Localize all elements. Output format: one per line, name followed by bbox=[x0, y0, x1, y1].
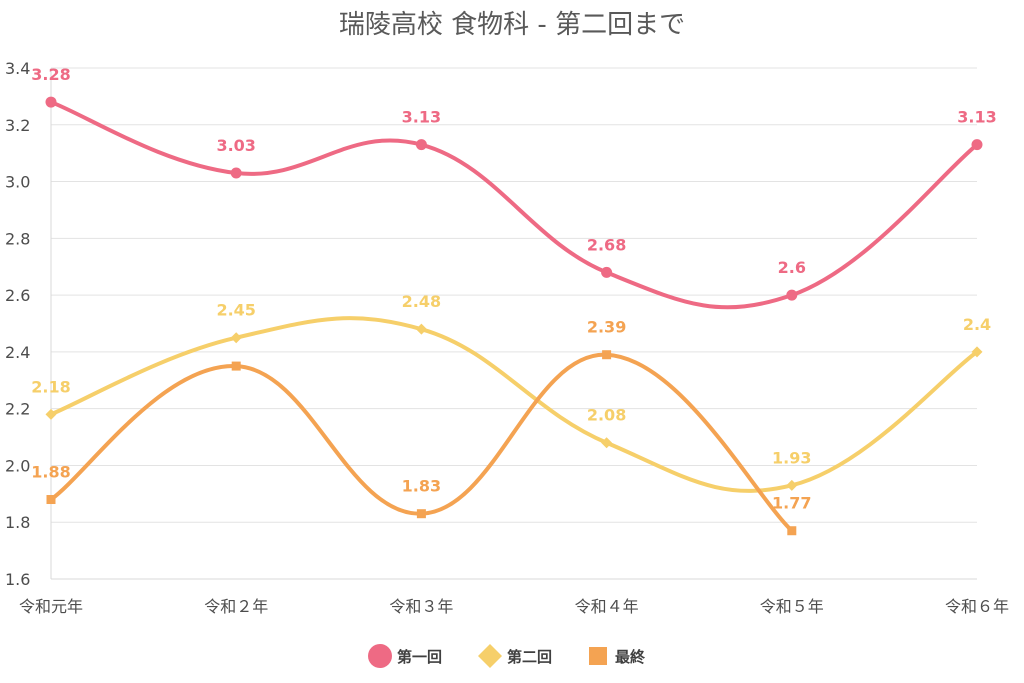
x-tick-label: 令和５年 bbox=[760, 597, 824, 616]
series-line-3 bbox=[49, 352, 794, 533]
y-tick-label: 3.0 bbox=[5, 173, 30, 192]
data-point-marker bbox=[45, 96, 57, 108]
y-tick-label: 2.6 bbox=[5, 286, 30, 305]
data-label: 1.83 bbox=[402, 477, 441, 496]
y-tick-label: 2.4 bbox=[5, 343, 30, 362]
data-label: 2.08 bbox=[587, 406, 626, 425]
data-point-marker bbox=[601, 437, 613, 449]
data-label: 2.68 bbox=[587, 235, 626, 254]
data-point-marker bbox=[786, 479, 798, 491]
data-label: 2.4 bbox=[963, 315, 991, 334]
data-point-marker bbox=[971, 346, 983, 358]
x-tick-label: 令和元年 bbox=[19, 597, 83, 616]
legend-item: 第二回 bbox=[478, 644, 552, 668]
y-tick-label: 2.0 bbox=[5, 456, 30, 475]
data-label: 2.18 bbox=[31, 377, 70, 396]
data-point-marker bbox=[45, 408, 57, 420]
data-point-marker bbox=[230, 167, 242, 179]
data-label: 1.88 bbox=[31, 463, 70, 482]
x-tick-label: 令和４年 bbox=[575, 597, 639, 616]
data-point-marker bbox=[231, 361, 241, 371]
x-tick-label: 令和６年 bbox=[945, 597, 1009, 616]
y-tick-label: 3.2 bbox=[5, 116, 30, 135]
series-line-1 bbox=[49, 100, 979, 310]
legend-label: 最終 bbox=[615, 648, 646, 666]
data-point-marker bbox=[415, 323, 427, 335]
legend-item: 第一回 bbox=[368, 644, 442, 668]
data-label: 1.77 bbox=[772, 494, 811, 513]
y-tick-label: 1.6 bbox=[5, 570, 30, 589]
chart-title: 瑞陵高校 食物科 - 第二回まで bbox=[339, 10, 685, 40]
data-label: 2.39 bbox=[587, 318, 626, 337]
x-tick-label: 令和３年 bbox=[389, 597, 453, 616]
data-point-marker bbox=[601, 266, 613, 278]
data-point-marker bbox=[602, 350, 612, 360]
legend-item: 最終 bbox=[589, 647, 646, 666]
legend-label: 第二回 bbox=[507, 648, 552, 666]
data-label: 3.13 bbox=[957, 108, 996, 127]
y-tick-label: 1.8 bbox=[5, 513, 30, 532]
legend-label: 第一回 bbox=[397, 648, 442, 666]
legend-marker-circle bbox=[368, 644, 392, 668]
x-tick-label: 令和２年 bbox=[204, 597, 268, 616]
data-point-marker bbox=[786, 289, 798, 301]
data-point-marker bbox=[415, 139, 427, 151]
data-label: 1.93 bbox=[772, 448, 811, 467]
data-label: 3.03 bbox=[216, 136, 255, 155]
data-label: 3.13 bbox=[402, 108, 441, 127]
data-point-marker bbox=[787, 526, 797, 536]
y-tick-label: 2.8 bbox=[5, 229, 30, 248]
legend-marker-diamond bbox=[478, 644, 502, 668]
data-point-marker bbox=[46, 495, 56, 505]
data-point-marker bbox=[230, 332, 242, 344]
y-tick-label: 3.4 bbox=[5, 59, 30, 78]
data-label: 2.6 bbox=[778, 258, 806, 277]
y-tick-label: 2.2 bbox=[5, 400, 30, 419]
series-line-2 bbox=[49, 316, 979, 493]
data-label: 2.48 bbox=[402, 292, 441, 311]
data-point-marker bbox=[416, 509, 426, 519]
data-label: 2.45 bbox=[216, 301, 255, 320]
data-point-marker bbox=[971, 139, 983, 151]
legend-marker-square bbox=[589, 647, 607, 665]
data-label: 3.28 bbox=[31, 65, 70, 84]
